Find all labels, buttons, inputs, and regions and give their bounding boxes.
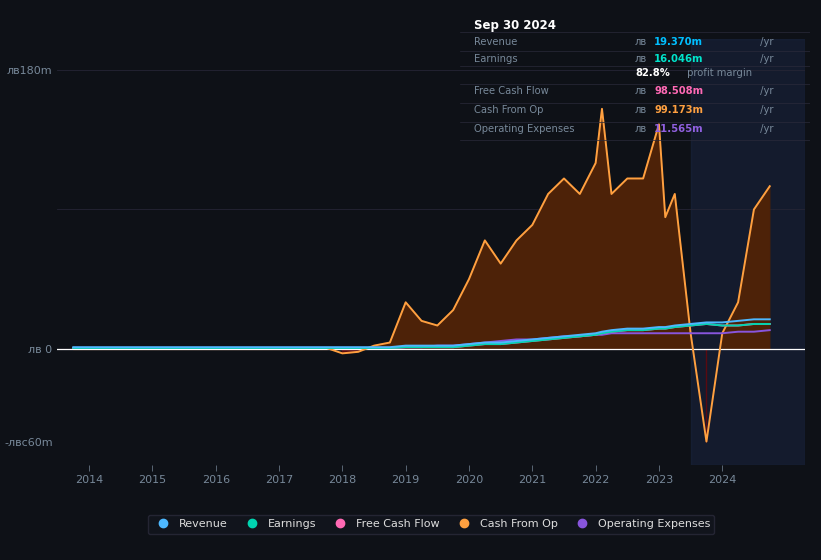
Legend: Revenue, Earnings, Free Cash Flow, Cash From Op, Operating Expenses: Revenue, Earnings, Free Cash Flow, Cash … xyxy=(148,515,714,534)
Text: /yr: /yr xyxy=(757,37,773,47)
Text: Operating Expenses: Operating Expenses xyxy=(474,124,575,134)
Text: 99.173m: 99.173m xyxy=(654,105,704,115)
Text: 98.508m: 98.508m xyxy=(654,86,704,96)
Text: Cash From Op: Cash From Op xyxy=(474,105,544,115)
Text: 19.370m: 19.370m xyxy=(654,37,704,47)
Text: лв: лв xyxy=(635,54,647,64)
Text: 11.565m: 11.565m xyxy=(654,124,704,134)
Text: /yr: /yr xyxy=(757,54,773,64)
Text: лв: лв xyxy=(635,124,647,134)
Text: лв: лв xyxy=(635,37,647,47)
Text: лв: лв xyxy=(635,105,647,115)
Text: Free Cash Flow: Free Cash Flow xyxy=(474,86,548,96)
Text: Revenue: Revenue xyxy=(474,37,517,47)
Bar xyxy=(690,39,805,465)
Text: profit margin: profit margin xyxy=(684,68,752,78)
Text: 82.8%: 82.8% xyxy=(635,68,670,78)
Text: /yr: /yr xyxy=(757,86,773,96)
Text: 16.046m: 16.046m xyxy=(654,54,704,64)
Text: /yr: /yr xyxy=(757,105,773,115)
Text: лв: лв xyxy=(635,86,647,96)
Text: Sep 30 2024: Sep 30 2024 xyxy=(474,19,556,32)
Text: Earnings: Earnings xyxy=(474,54,517,64)
Text: /yr: /yr xyxy=(757,124,773,134)
